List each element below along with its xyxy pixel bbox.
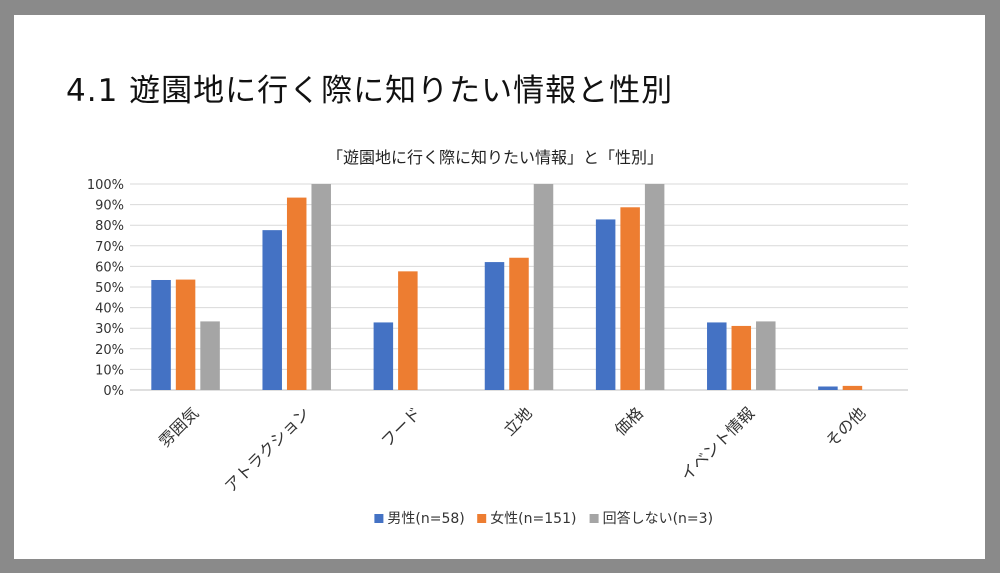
y-tick-label: 50% (95, 281, 124, 296)
legend-swatch (477, 514, 487, 523)
legend-label: 女性(n=151) (490, 510, 576, 527)
x-tick-label: 価格 (611, 403, 647, 439)
bar (373, 322, 394, 390)
x-tick-label: イベント情報 (677, 403, 758, 484)
bar (262, 230, 282, 390)
y-tick-label: 60% (95, 260, 124, 275)
bar (533, 184, 554, 390)
x-tick-label: 立地 (500, 403, 536, 439)
legend-swatch (374, 514, 384, 523)
bar (731, 325, 752, 390)
bar (151, 279, 171, 390)
y-tick-label: 0% (103, 384, 124, 399)
bar (200, 321, 220, 390)
x-tick-label: 雰囲気 (155, 403, 202, 450)
x-axis-ticks: 雰囲気 アトラクション フード 立地 価格 イベント情報 その他 (155, 403, 869, 496)
chart-title: 「遊園地に行く際に知りたい情報」と「性別」 (327, 148, 663, 167)
y-tick-label: 40% (95, 302, 124, 317)
slide-title: 4.1 遊園地に行く際に知りたい情報と性別 (66, 73, 674, 109)
bar (644, 184, 665, 390)
bar (509, 257, 529, 390)
y-tick-label: 20% (95, 343, 124, 358)
y-tick-label: 70% (95, 240, 124, 255)
legend-swatch (589, 514, 599, 523)
legend-label: 回答しない(n=3) (603, 510, 713, 527)
bar (398, 271, 418, 390)
bars (151, 184, 863, 390)
y-tick-label: 80% (95, 219, 124, 234)
bar (595, 219, 616, 390)
bar (175, 279, 196, 390)
bar (818, 386, 838, 390)
y-axis-ticks: 0% 10% 20% 30% 40% 50% 60% 70% 80% 90% 100% (87, 178, 124, 399)
bar (842, 385, 863, 390)
y-tick-label: 30% (95, 322, 124, 337)
y-tick-label: 100% (87, 178, 124, 193)
legend: 男性(n=58) 女性(n=151) 回答しない(n=3) (374, 510, 713, 527)
x-tick-label: その他 (822, 403, 869, 450)
x-tick-label: フード (377, 403, 424, 450)
bar (707, 322, 727, 390)
y-tick-label: 90% (95, 199, 124, 214)
y-tick-label: 10% (95, 363, 124, 378)
bar (286, 197, 307, 390)
bar (484, 262, 505, 390)
legend-label: 男性(n=58) (387, 511, 464, 527)
bar (756, 321, 776, 390)
x-tick-label: アトラクション (221, 403, 314, 496)
bar (311, 184, 331, 390)
bar (620, 207, 640, 390)
